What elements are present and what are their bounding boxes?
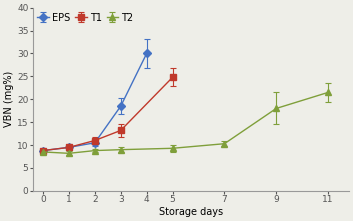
Legend: EPS, T1, T2: EPS, T1, T2: [36, 11, 135, 25]
X-axis label: Storage days: Storage days: [158, 207, 223, 217]
Y-axis label: VBN (mg%): VBN (mg%): [4, 71, 14, 127]
